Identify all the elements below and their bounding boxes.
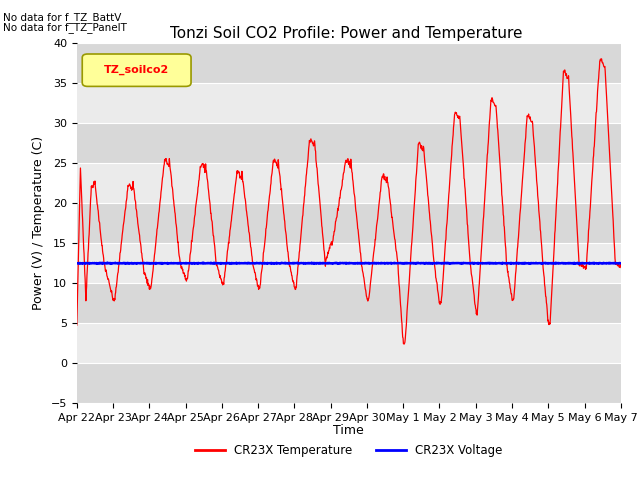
X-axis label: Time: Time <box>333 424 364 437</box>
Text: TZ_soilco2: TZ_soilco2 <box>104 65 169 75</box>
Legend: CR23X Temperature, CR23X Voltage: CR23X Temperature, CR23X Voltage <box>191 440 507 462</box>
Bar <box>77 243 621 283</box>
Text: No data for f_TZ_PanelT: No data for f_TZ_PanelT <box>3 22 127 33</box>
Y-axis label: Power (V) / Temperature (C): Power (V) / Temperature (C) <box>32 136 45 310</box>
Bar <box>77 123 621 163</box>
Bar <box>77 323 621 363</box>
FancyBboxPatch shape <box>82 54 191 86</box>
Text: Tonzi Soil CO2 Profile: Power and Temperature: Tonzi Soil CO2 Profile: Power and Temper… <box>170 25 523 41</box>
Bar <box>77 163 621 203</box>
Bar <box>77 363 621 403</box>
Bar <box>77 83 621 123</box>
Text: No data for f_TZ_BattV: No data for f_TZ_BattV <box>3 12 122 23</box>
Bar <box>77 43 621 83</box>
Bar <box>77 203 621 243</box>
Bar <box>77 283 621 323</box>
